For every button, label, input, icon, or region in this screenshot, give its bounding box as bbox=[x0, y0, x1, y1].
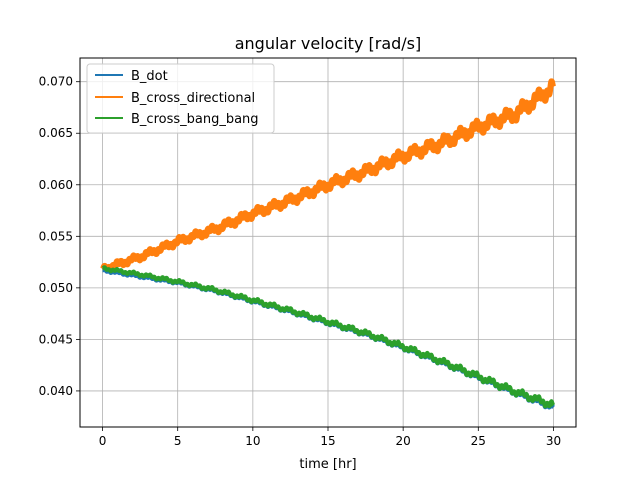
y-tick-label: 0.050 bbox=[39, 281, 73, 295]
legend-label-b-cross-bang-bang: B_cross_bang_bang bbox=[131, 112, 259, 127]
legend-label-b-dot: B_dot bbox=[131, 69, 168, 84]
x-axis-label: time [hr] bbox=[299, 457, 356, 472]
x-axis: 0 5 10 15 20 25 30 bbox=[99, 427, 561, 448]
y-tick-label: 0.045 bbox=[39, 332, 73, 346]
x-tick-label: 20 bbox=[396, 434, 411, 448]
chart-title: angular velocity [rad/s] bbox=[235, 34, 422, 53]
legend: B_dot B_cross_directional B_cross_bang_b… bbox=[86, 63, 275, 134]
x-tick-label: 5 bbox=[174, 434, 182, 448]
x-tick-label: 0 bbox=[99, 434, 107, 448]
y-tick-label: 0.040 bbox=[39, 384, 73, 398]
y-tick-label: 0.070 bbox=[39, 75, 73, 89]
x-tick-label: 30 bbox=[546, 434, 561, 448]
legend-box bbox=[86, 63, 275, 134]
x-tick-label: 25 bbox=[471, 434, 486, 448]
legend-label-b-cross-directional: B_cross_directional bbox=[131, 91, 255, 106]
y-tick-label: 0.060 bbox=[39, 178, 73, 192]
y-axis: 0.040 0.045 0.050 0.055 0.060 0.065 0.070 bbox=[39, 75, 80, 398]
y-tick-label: 0.065 bbox=[39, 126, 73, 140]
series-group bbox=[99, 78, 557, 410]
series-line-b-cross-bang-bang bbox=[100, 265, 556, 409]
x-tick-label: 10 bbox=[245, 434, 260, 448]
x-tick-label: 15 bbox=[320, 434, 335, 448]
series-line-b-cross-directional bbox=[99, 78, 557, 273]
y-tick-label: 0.055 bbox=[39, 229, 73, 243]
